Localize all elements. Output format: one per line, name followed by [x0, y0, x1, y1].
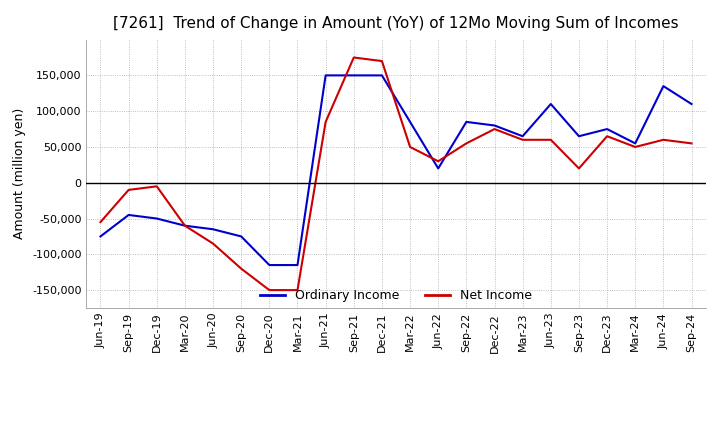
Ordinary Income	[518, 134, 527, 139]
Ordinary Income	[406, 119, 415, 125]
Net Income	[631, 144, 639, 150]
Ordinary Income	[687, 101, 696, 106]
Net Income	[575, 166, 583, 171]
Net Income	[377, 59, 386, 64]
Ordinary Income	[237, 234, 246, 239]
Ordinary Income	[153, 216, 161, 221]
Ordinary Income	[349, 73, 358, 78]
Net Income	[490, 126, 499, 132]
Ordinary Income	[181, 223, 189, 228]
Ordinary Income	[265, 262, 274, 268]
Y-axis label: Amount (million yen): Amount (million yen)	[14, 108, 27, 239]
Line: Ordinary Income: Ordinary Income	[101, 75, 691, 265]
Net Income	[125, 187, 133, 193]
Ordinary Income	[603, 126, 611, 132]
Net Income	[265, 287, 274, 293]
Ordinary Income	[659, 84, 667, 89]
Net Income	[434, 159, 443, 164]
Ordinary Income	[434, 166, 443, 171]
Net Income	[406, 144, 415, 150]
Ordinary Income	[631, 141, 639, 146]
Net Income	[603, 134, 611, 139]
Net Income	[659, 137, 667, 143]
Line: Net Income: Net Income	[101, 58, 691, 290]
Net Income	[153, 183, 161, 189]
Net Income	[321, 119, 330, 125]
Net Income	[209, 241, 217, 246]
Ordinary Income	[546, 101, 555, 106]
Ordinary Income	[293, 262, 302, 268]
Net Income	[293, 287, 302, 293]
Net Income	[181, 223, 189, 228]
Ordinary Income	[377, 73, 386, 78]
Net Income	[687, 141, 696, 146]
Ordinary Income	[321, 73, 330, 78]
Ordinary Income	[209, 227, 217, 232]
Net Income	[462, 141, 471, 146]
Ordinary Income	[125, 213, 133, 218]
Net Income	[546, 137, 555, 143]
Legend: Ordinary Income, Net Income: Ordinary Income, Net Income	[256, 284, 536, 307]
Ordinary Income	[490, 123, 499, 128]
Ordinary Income	[575, 134, 583, 139]
Ordinary Income	[462, 119, 471, 125]
Net Income	[237, 266, 246, 271]
Net Income	[518, 137, 527, 143]
Ordinary Income	[96, 234, 105, 239]
Title: [7261]  Trend of Change in Amount (YoY) of 12Mo Moving Sum of Incomes: [7261] Trend of Change in Amount (YoY) o…	[113, 16, 679, 32]
Net Income	[349, 55, 358, 60]
Net Income	[96, 220, 105, 225]
